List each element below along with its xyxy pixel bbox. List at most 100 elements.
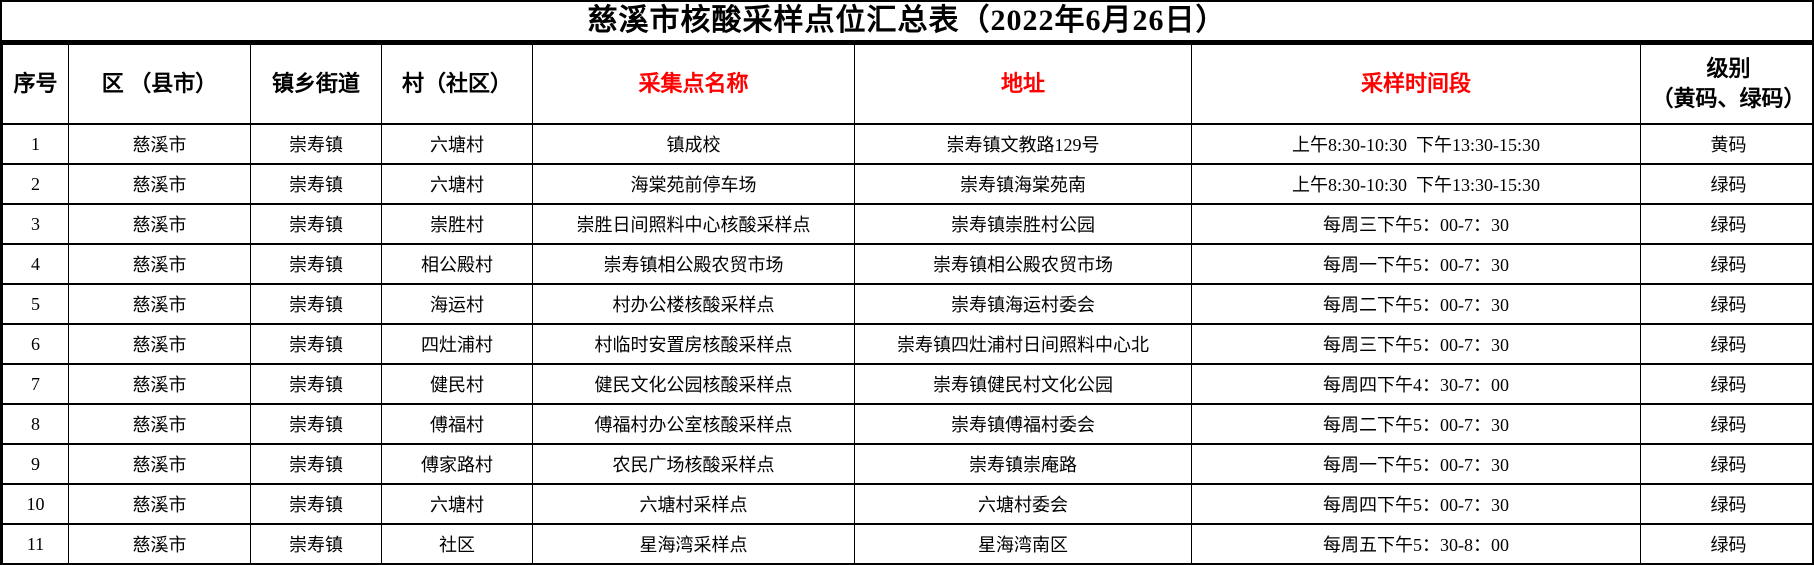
table-cell: 慈溪市 xyxy=(68,203,251,245)
table-cell: 慈溪市 xyxy=(68,123,251,165)
table-row-9: 9 慈溪市 崇寿镇 傅家路村 农民广场核酸采样点 崇寿镇崇庵路 每周一下午5：00-7：30… xyxy=(2,443,1812,485)
table-cell: 绿码 xyxy=(1640,363,1812,405)
table-cell: 慈溪市 xyxy=(68,403,251,445)
table-cell: 镇成校 xyxy=(532,123,855,165)
table-cell: 崇胜日间照料中心核酸采样点 xyxy=(532,203,855,245)
table-cell: 崇寿镇健民村文化公园 xyxy=(854,363,1192,405)
table-cell: 3 xyxy=(2,203,69,245)
table-cell: 崇寿镇相公殿农贸市场 xyxy=(854,243,1192,285)
column-header-label: 序号 xyxy=(13,71,58,97)
table-cell: 10 xyxy=(2,483,69,525)
page-title: 慈溪市核酸采样点位汇总表（2022年6月26日） xyxy=(2,2,1812,43)
table-cell: 六塘村 xyxy=(381,483,533,525)
table-cell: 崇寿镇 xyxy=(250,163,382,205)
table-cell: 每周二下午5：00-7：30 xyxy=(1191,403,1641,445)
table-cell: 健民文化公园核酸采样点 xyxy=(532,363,855,405)
table-cell: 绿码 xyxy=(1640,243,1812,285)
column-header-3: 镇乡街道 xyxy=(250,43,382,125)
table-cell: 星海湾南区 xyxy=(854,523,1192,563)
column-header-8: 级别 （黄码、绿码） xyxy=(1640,43,1812,125)
table-row-6: 6 慈溪市 崇寿镇 四灶浦村 村临时安置房核酸采样点 崇寿镇四灶浦村日间照料中心北 每周三下… xyxy=(2,323,1812,365)
column-header-label: 镇乡街道 xyxy=(271,71,360,97)
table-cell: 崇寿镇文教路129号 xyxy=(854,123,1192,165)
table-cell: 六塘村采样点 xyxy=(532,483,855,525)
table-cell: 慈溪市 xyxy=(68,363,251,405)
table-cell: 崇胜村 xyxy=(381,203,533,245)
table-cell: 慈溪市 xyxy=(68,523,251,563)
table-cell: 慈溪市 xyxy=(68,243,251,285)
table-cell: 崇寿镇傅福村委会 xyxy=(854,403,1192,445)
column-header-6: 地址 xyxy=(854,43,1192,125)
table-cell: 六塘村 xyxy=(381,163,533,205)
table-row-4: 4 慈溪市 崇寿镇 相公殿村 崇寿镇相公殿农贸市场 崇寿镇相公殿农贸市场 每周一下午5：00… xyxy=(2,243,1812,285)
column-header-7: 采样时间段 xyxy=(1191,43,1641,125)
table-cell: 每周三下午5：00-7：30 xyxy=(1191,203,1641,245)
table-row-11: 11 慈溪市 崇寿镇 社区 星海湾采样点 星海湾南区 每周五下午5：30-8：00 绿码 xyxy=(2,523,1812,563)
table-cell: 绿码 xyxy=(1640,283,1812,325)
table-cell: 绿码 xyxy=(1640,203,1812,245)
table-cell: 崇寿镇 xyxy=(250,403,382,445)
table-cell: 六塘村 xyxy=(381,123,533,165)
column-header-5: 采集点名称 xyxy=(532,43,855,125)
table-row-10: 10 慈溪市 崇寿镇 六塘村 六塘村采样点 六塘村委会 每周四下午5：00-7：30 绿码 xyxy=(2,483,1812,525)
table-cell: 崇寿镇海棠苑南 xyxy=(854,163,1192,205)
table-cell: 崇寿镇 xyxy=(250,443,382,485)
table-cell: 崇寿镇 xyxy=(250,483,382,525)
table-row-2: 2 慈溪市 崇寿镇 六塘村 海棠苑前停车场 崇寿镇海棠苑南 上午8:30-10:30 下午1… xyxy=(2,163,1812,205)
table-row-1: 1 慈溪市 崇寿镇 六塘村 镇成校 崇寿镇文教路129号 上午8:30-10:30 下午13… xyxy=(2,123,1812,165)
table-cell: 傅福村办公室核酸采样点 xyxy=(532,403,855,445)
table-cell: 7 xyxy=(2,363,69,405)
table-cell: 绿码 xyxy=(1640,403,1812,445)
table-row-5: 5 慈溪市 崇寿镇 海运村 村办公楼核酸采样点 崇寿镇海运村委会 每周二下午5：00-7：3… xyxy=(2,283,1812,325)
table-cell: 绿码 xyxy=(1640,323,1812,365)
table-cell: 崇寿镇崇胜村公园 xyxy=(854,203,1192,245)
column-header-label: 级别 xyxy=(1706,56,1751,82)
table-row-8: 8 慈溪市 崇寿镇 傅福村 傅福村办公室核酸采样点 崇寿镇傅福村委会 每周二下午5：00-7… xyxy=(2,403,1812,445)
table-cell: 上午8:30-10:30 下午13:30-15:30 xyxy=(1191,163,1641,205)
table-cell: 每周四下午4：30-7：00 xyxy=(1191,363,1641,405)
table-cell: 崇寿镇 xyxy=(250,363,382,405)
table-cell: 慈溪市 xyxy=(68,163,251,205)
table-cell: 崇寿镇 xyxy=(250,283,382,325)
column-header-label: 采样时间段 xyxy=(1360,71,1471,97)
table-cell: 慈溪市 xyxy=(68,283,251,325)
table-cell: 慈溪市 xyxy=(68,483,251,525)
table-cell: 绿码 xyxy=(1640,163,1812,205)
table-cell: 黄码 xyxy=(1640,123,1812,165)
table-cell: 傅福村 xyxy=(381,403,533,445)
table-cell: 绿码 xyxy=(1640,443,1812,485)
table-cell: 六塘村委会 xyxy=(854,483,1192,525)
table-cell: 1 xyxy=(2,123,69,165)
table-cell: 崇寿镇四灶浦村日间照料中心北 xyxy=(854,323,1192,365)
header-row: 序号 区 （县市） 镇乡街道 村（社区） 采集点名称 地址 采样时间段 级别 （黄码、绿码） xyxy=(2,43,1812,125)
table-cell: 星海湾采样点 xyxy=(532,523,855,563)
table-cell: 绿码 xyxy=(1640,523,1812,563)
table-cell: 健民村 xyxy=(381,363,533,405)
column-header-label: 地址 xyxy=(1000,71,1045,97)
table-row-3: 3 慈溪市 崇寿镇 崇胜村 崇胜日间照料中心核酸采样点 崇寿镇崇胜村公园 每周三下午5：00… xyxy=(2,203,1812,245)
table-cell: 村临时安置房核酸采样点 xyxy=(532,323,855,365)
table-head: 序号 区 （县市） 镇乡街道 村（社区） 采集点名称 地址 采样时间段 级别 （黄码、绿码） xyxy=(2,43,1812,125)
sampling-points-table: 序号 区 （县市） 镇乡街道 村（社区） 采集点名称 地址 采样时间段 级别 （黄码、绿码） 1… xyxy=(2,43,1812,563)
table-cell: 绿码 xyxy=(1640,483,1812,525)
table-cell: 4 xyxy=(2,243,69,285)
table-cell: 社区 xyxy=(381,523,533,563)
table-cell: 5 xyxy=(2,283,69,325)
table-cell: 海棠苑前停车场 xyxy=(532,163,855,205)
table-cell: 农民广场核酸采样点 xyxy=(532,443,855,485)
table-cell: 相公殿村 xyxy=(381,243,533,285)
table-cell: 上午8:30-10:30 下午13:30-15:30 xyxy=(1191,123,1641,165)
table-cell: 四灶浦村 xyxy=(381,323,533,365)
column-header-label: 采集点名称 xyxy=(638,71,749,97)
column-header-label: （黄码、绿码） xyxy=(1651,86,1806,111)
table-cell: 6 xyxy=(2,323,69,365)
table-cell: 每周五下午5：30-8：00 xyxy=(1191,523,1641,563)
table-cell: 每周三下午5：00-7：30 xyxy=(1191,323,1641,365)
table-cell: 崇寿镇海运村委会 xyxy=(854,283,1192,325)
table-cell: 2 xyxy=(2,163,69,205)
column-header-label: 区 （县市） xyxy=(101,71,218,97)
table-body: 1 慈溪市 崇寿镇 六塘村 镇成校 崇寿镇文教路129号 上午8:30-10:30 下午13… xyxy=(2,123,1812,563)
table-cell: 崇寿镇 xyxy=(250,243,382,285)
table-cell: 傅家路村 xyxy=(381,443,533,485)
